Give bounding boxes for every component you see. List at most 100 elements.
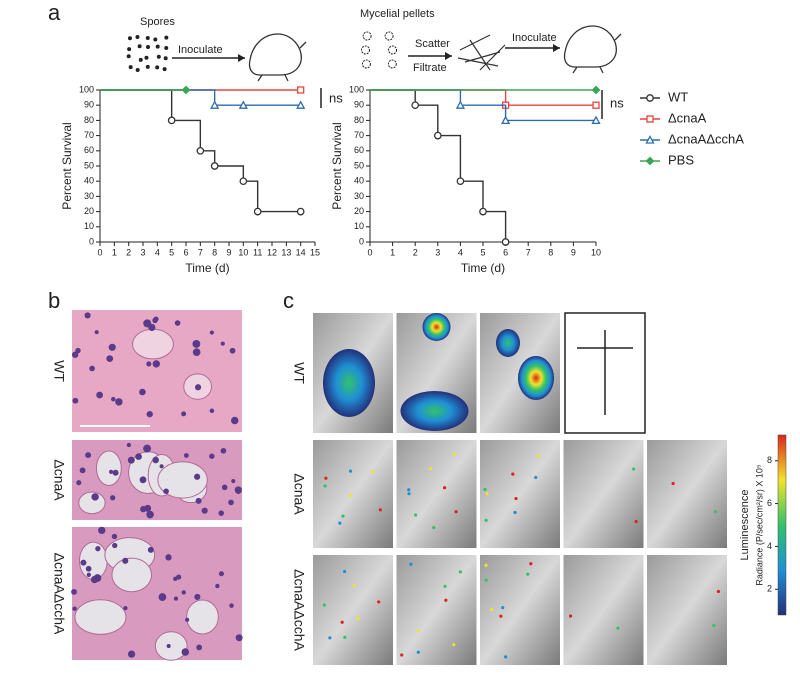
x-tick-label: 12 — [267, 247, 277, 257]
spore — [155, 65, 160, 70]
y-tick-label: 0 — [359, 236, 364, 246]
y-tick-label: 10 — [84, 221, 94, 231]
nucleus — [174, 320, 181, 326]
spore — [144, 55, 149, 60]
signal-dot — [322, 603, 327, 607]
nucleus — [194, 384, 202, 391]
panel-label: c — [283, 288, 294, 313]
colorbar-tick-label: 8 — [767, 455, 772, 465]
legend-label: PBS — [668, 152, 694, 167]
nucleus — [181, 590, 186, 595]
nucleus — [236, 489, 241, 495]
nucleus — [110, 495, 116, 501]
nucleus — [85, 565, 92, 572]
nucleus — [166, 643, 171, 649]
x-tick-label: 11 — [253, 247, 262, 257]
nucleus — [86, 572, 91, 577]
nucleus — [106, 355, 114, 363]
signal-dot — [343, 635, 347, 639]
signal-dot — [407, 492, 411, 496]
signal-dot — [499, 614, 503, 618]
spore — [128, 65, 133, 70]
signal-dot — [443, 584, 447, 588]
signal-dot — [400, 653, 404, 657]
nucleus — [123, 606, 128, 611]
nucleus — [221, 484, 228, 491]
nucleus — [93, 574, 102, 582]
pellet — [361, 59, 371, 69]
marker — [196, 146, 205, 155]
x-tick-label: 4 — [458, 247, 463, 257]
nucleus — [229, 603, 234, 608]
x-tick-label: 10 — [238, 247, 248, 257]
x-tick-label: 1 — [390, 247, 395, 257]
x-tick-label: 9 — [571, 247, 576, 257]
x-tick-label: 2 — [126, 247, 131, 257]
alveolus — [157, 461, 208, 499]
signal — [400, 391, 469, 431]
marker — [479, 207, 487, 216]
survival-line — [370, 89, 507, 242]
spore — [145, 64, 150, 69]
marker — [591, 115, 601, 125]
x-tick-label: 0 — [97, 247, 102, 257]
signal-dot — [529, 562, 533, 566]
row-label: WT — [291, 362, 307, 384]
nucleus — [111, 533, 118, 540]
y-tick-label: 40 — [354, 176, 364, 186]
signal — [518, 356, 554, 400]
y-tick-label: 30 — [84, 191, 94, 201]
nucleus — [192, 348, 201, 357]
signal-dot — [534, 475, 538, 480]
schematic-label: Inoculate — [178, 44, 223, 56]
signal-dot — [484, 563, 488, 567]
signal-dot — [458, 570, 462, 574]
signal-dot — [634, 519, 638, 524]
signal-dot — [632, 467, 636, 471]
nucleus — [173, 596, 179, 601]
colorbar-tick-label: 2 — [767, 584, 772, 594]
marker — [501, 238, 510, 246]
x-tick-label: 9 — [226, 247, 231, 257]
nucleus — [220, 447, 227, 454]
nucleus — [152, 317, 158, 324]
marker — [239, 177, 248, 186]
mouse-image — [480, 440, 560, 548]
signal-dot — [348, 469, 353, 473]
marker — [238, 100, 248, 109]
nucleus — [135, 453, 142, 460]
nucleus — [143, 444, 152, 453]
x-tick-label: 5 — [480, 247, 485, 257]
spore — [138, 57, 143, 62]
y-tick-label: 10 — [354, 221, 364, 231]
histology-image — [72, 310, 242, 432]
survival-line — [100, 89, 301, 213]
alveolus — [74, 599, 127, 635]
nucleus — [218, 571, 224, 577]
schematic-label: Mycelial pellets — [360, 8, 435, 20]
nucleus — [146, 361, 152, 367]
marker — [645, 135, 655, 144]
signal-dot — [526, 572, 530, 576]
nucleus — [228, 499, 234, 506]
nucleus — [72, 606, 77, 611]
hyphae — [457, 34, 506, 71]
spore — [162, 67, 167, 72]
nucleus — [146, 411, 153, 418]
nucleus — [194, 593, 201, 601]
y-tick-label: 60 — [84, 145, 94, 155]
x-tick-label: 13 — [281, 247, 291, 257]
mouse-image — [480, 555, 560, 665]
x-tick-label: 4 — [155, 247, 160, 257]
row-label: ΔcnaAΔcchA — [291, 569, 307, 651]
marker — [646, 94, 654, 102]
signal-dot — [409, 562, 413, 566]
spore — [127, 36, 132, 41]
colorbar — [777, 434, 787, 616]
spore — [156, 54, 161, 59]
pellet — [388, 45, 398, 55]
signal-dot — [432, 526, 436, 530]
spore — [153, 37, 158, 42]
signal-dot — [484, 518, 488, 522]
